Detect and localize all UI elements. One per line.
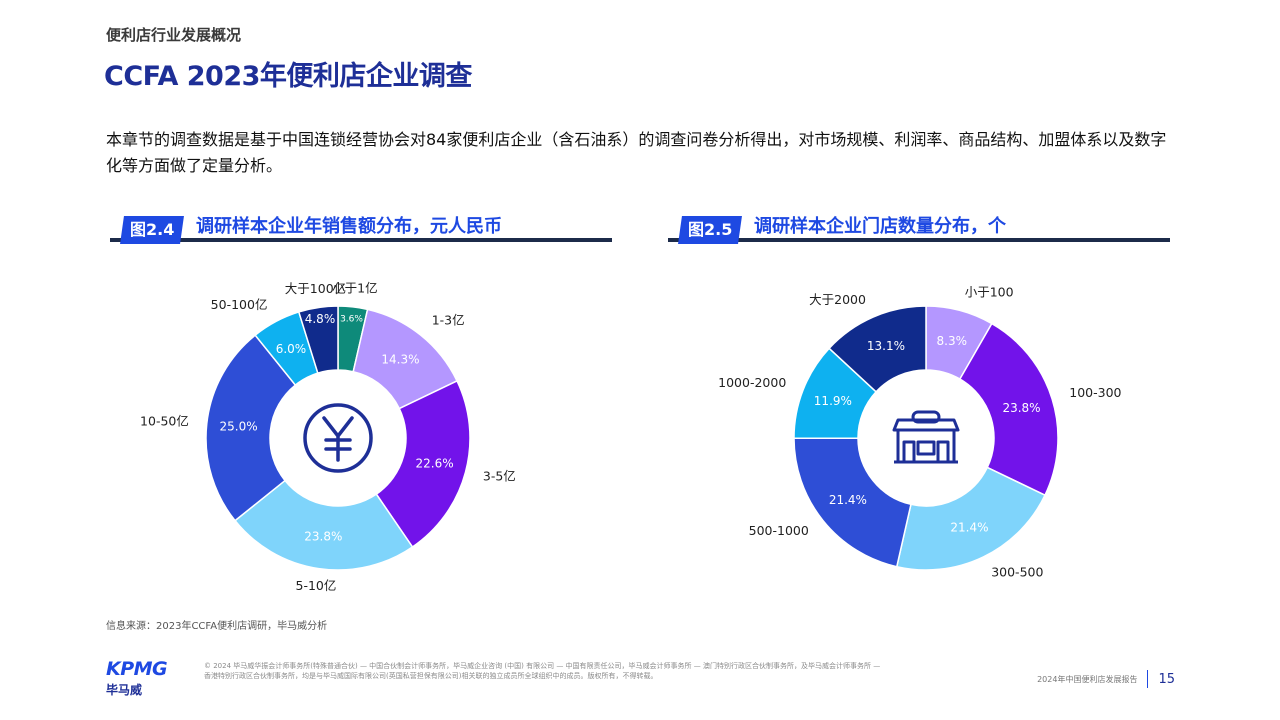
donut-slice (828, 305, 927, 393)
slice-category-label: 1000-2000 (718, 375, 786, 390)
source-note: 信息来源：2023年CCFA便利店调研，毕马威分析 (106, 621, 328, 632)
slice-value-label: 23.8% (1002, 401, 1040, 415)
store-icon (892, 410, 960, 464)
page-number: 15 (1158, 671, 1175, 687)
slice-value-label: 11.9% (814, 394, 852, 408)
slice-category-label: 100-300 (1069, 385, 1121, 400)
intro-paragraph: 本章节的调查数据是基于中国连锁经营协会对84家便利店企业（含石油系）的调查问卷分… (106, 130, 1167, 175)
slice-value-label: 4.8% (305, 312, 336, 326)
donut-slice (234, 479, 414, 571)
slice-value-label: 14.3% (381, 352, 419, 366)
section-label: 便利店行业发展概况 (106, 26, 242, 44)
stores-donut-chart: 8.3% 小于100 23.8% 100-300 21.4% 300-500 21.4% 50… (718, 285, 1121, 580)
footer-divider (1147, 670, 1149, 688)
slice-category-label: 500-1000 (749, 523, 809, 538)
slice-value-label: 22.6% (416, 456, 454, 470)
figure-rule (668, 238, 1170, 242)
slice-category-label: 1-3亿 (432, 312, 465, 327)
figure-caption: 调研样本企业门店数量分布，个 (754, 216, 1006, 237)
figure-header-stores: 图2.5 调研样本企业门店数量分布，个 (668, 212, 1170, 244)
slice-category-label: 大于100亿 (285, 281, 346, 296)
figure-rule (110, 238, 612, 242)
slice-value-label: 23.8% (304, 529, 342, 543)
slice-value-label: 21.4% (950, 521, 988, 535)
donut-slice (205, 334, 297, 522)
donut-slice (958, 322, 1059, 497)
slice-category-label: 10-50亿 (140, 413, 189, 428)
report-name: 2024年中国便利店发展报告 (1037, 674, 1138, 684)
logo-cn: 毕马威 (106, 683, 143, 697)
donut-hole (859, 371, 993, 505)
donut-slice (297, 305, 339, 375)
footer-right: 2024年中国便利店发展报告 15 (1037, 670, 1175, 688)
slice-category-label: 小于1亿 (332, 280, 377, 295)
kpmg-logo: KPMG 毕马威 (106, 658, 168, 698)
page-title: CCFA 2023年便利店企业调查 (104, 61, 472, 92)
figure-header-sales: 图2.4 调研样本企业年销售额分布，元人民币 (110, 212, 612, 244)
figure-badge: 图2.5 (678, 216, 743, 244)
slice-value-label: 3.6% (340, 314, 363, 324)
slice-category-label: 300-500 (991, 565, 1043, 580)
legal-notice: © 2024 毕马威华振会计师事务所(特殊普通合伙) — 中国合伙制会计师事务所… (204, 662, 881, 680)
figure-badge: 图2.4 (120, 216, 185, 244)
slice-category-label: 小于100 (965, 285, 1014, 300)
slice-value-label: 8.3% (937, 334, 968, 348)
slice-value-label: 21.4% (829, 493, 867, 507)
slice-category-label: 5-10亿 (296, 578, 337, 593)
figure-caption: 调研样本企业年销售额分布，元人民币 (196, 216, 502, 237)
slice-value-label: 13.1% (867, 339, 905, 353)
donut-slice (895, 466, 1046, 571)
sales-donut-chart: 3.6% 小于1亿 14.3% 1-3亿 22.6% 3-5亿 23.8% 5-10亿 25.0… (140, 280, 516, 593)
yuan-icon (303, 403, 373, 473)
logo-text: KPMG (106, 658, 168, 680)
slice-category-label: 3-5亿 (483, 468, 516, 483)
slice-category-label: 50-100亿 (211, 297, 268, 312)
donut-slice (375, 379, 471, 549)
donut-slice (793, 437, 912, 568)
slice-category-label: 大于2000 (809, 292, 866, 307)
slice-value-label: 25.0% (220, 420, 258, 434)
slice-value-label: 6.0% (276, 342, 307, 356)
